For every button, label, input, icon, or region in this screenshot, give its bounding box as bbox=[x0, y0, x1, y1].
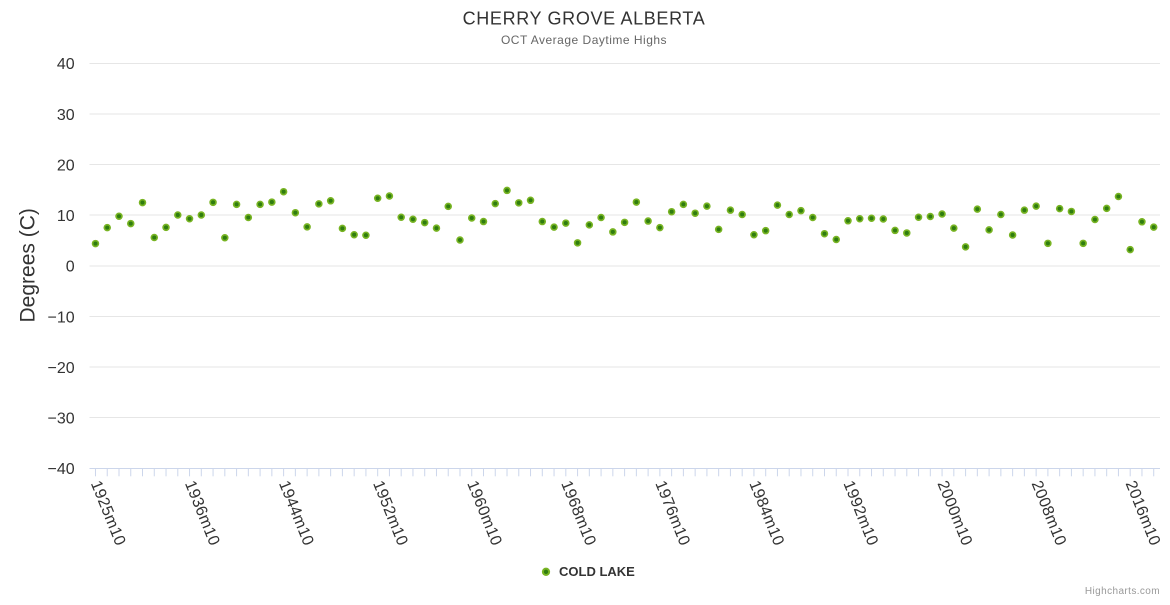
svg-text:−30: −30 bbox=[48, 410, 75, 427]
svg-text:20: 20 bbox=[57, 157, 75, 174]
svg-text:0: 0 bbox=[66, 259, 75, 276]
svg-text:30: 30 bbox=[57, 107, 75, 124]
svg-text:CHERRY GROVE ALBERTA: CHERRY GROVE ALBERTA bbox=[463, 9, 706, 29]
svg-text:COLD LAKE: COLD LAKE bbox=[559, 564, 635, 579]
svg-text:Highcharts.com: Highcharts.com bbox=[1085, 586, 1160, 597]
svg-text:10: 10 bbox=[57, 208, 75, 225]
svg-text:OCT Average Daytime Highs: OCT Average Daytime Highs bbox=[501, 33, 667, 47]
svg-text:Degrees (C): Degrees (C) bbox=[17, 208, 40, 322]
svg-text:−40: −40 bbox=[48, 461, 75, 478]
svg-text:−10: −10 bbox=[48, 309, 75, 326]
svg-text:−20: −20 bbox=[48, 360, 75, 377]
svg-text:40: 40 bbox=[57, 56, 75, 73]
